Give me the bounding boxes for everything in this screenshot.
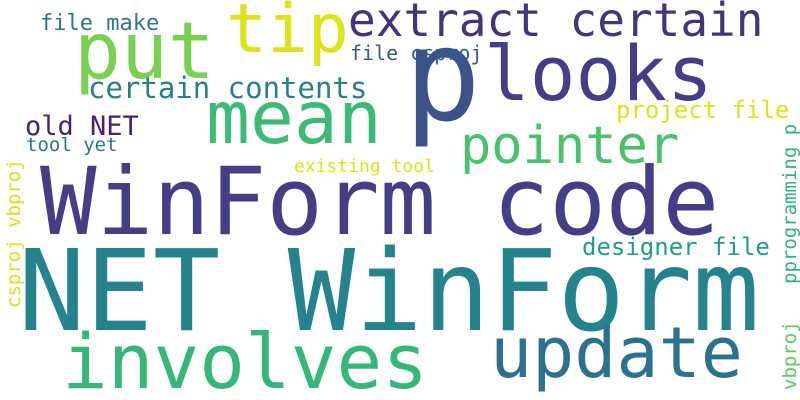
word-involves: involves	[62, 317, 428, 400]
word-pprogramming-p: pprogramming p	[779, 124, 800, 284]
word-file-csproj: file csproj	[350, 41, 482, 65]
word-update: update	[490, 312, 743, 394]
word-vbproj: vbproj	[779, 321, 800, 390]
word-tip: tip	[226, 0, 349, 69]
